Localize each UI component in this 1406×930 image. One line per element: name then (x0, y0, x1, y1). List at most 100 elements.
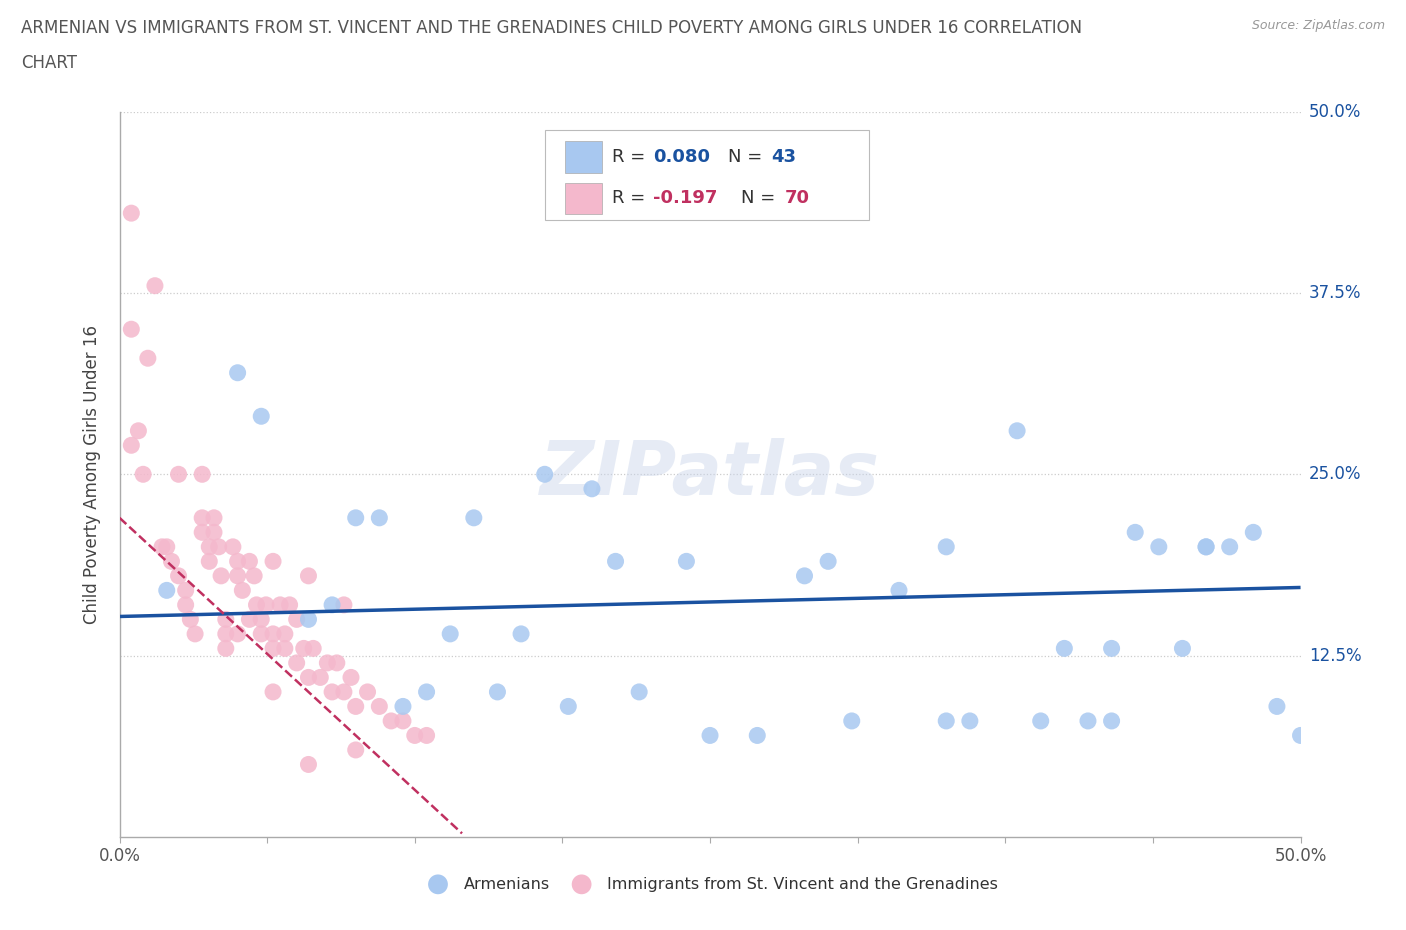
Point (935, 539, 957, 554)
Point (302, 641, 325, 656)
Point (340, 670, 363, 684)
Point (344, 511, 367, 525)
Text: 43: 43 (772, 148, 796, 166)
Point (191, 467, 214, 482)
Point (202, 525, 225, 539)
Legend: Armenians, Immigrants from St. Vincent and the Grenadines: Armenians, Immigrants from St. Vincent a… (416, 870, 1004, 898)
Point (184, 627, 207, 642)
Point (887, 583, 910, 598)
Point (297, 670, 319, 684)
Text: Source: ZipAtlas.com: Source: ZipAtlas.com (1251, 19, 1385, 32)
Point (209, 568, 232, 583)
Point (959, 713, 981, 728)
Point (557, 699, 579, 714)
Point (292, 641, 315, 656)
Point (202, 511, 225, 525)
Point (356, 684, 378, 699)
Point (226, 365, 249, 380)
Point (1029, 713, 1052, 728)
Point (392, 699, 415, 714)
Point (191, 511, 214, 525)
Point (380, 713, 402, 728)
Text: 0.080: 0.080 (654, 148, 710, 166)
Point (174, 597, 197, 612)
Point (747, 728, 769, 743)
Point (120, 206, 142, 220)
Point (581, 482, 603, 497)
Text: R =: R = (612, 190, 651, 207)
Point (245, 597, 267, 612)
Point (333, 597, 356, 612)
Point (250, 409, 273, 424)
Point (215, 612, 238, 627)
Point (285, 656, 308, 671)
Point (120, 438, 142, 453)
Point (160, 554, 183, 569)
Point (344, 699, 367, 714)
Y-axis label: Child Poverty Among Girls Under 16: Child Poverty Among Girls Under 16 (83, 325, 101, 624)
Point (250, 627, 273, 642)
Point (226, 568, 249, 583)
Point (167, 568, 190, 583)
Point (198, 539, 221, 554)
Point (297, 612, 319, 627)
Point (415, 684, 437, 699)
Point (262, 641, 284, 656)
Point (628, 684, 651, 699)
Point (174, 583, 197, 598)
Point (309, 670, 332, 684)
Point (1241, 525, 1264, 539)
Point (699, 728, 721, 743)
Point (231, 583, 253, 598)
Point (262, 684, 284, 699)
Point (143, 278, 166, 293)
Point (793, 568, 815, 583)
Point (269, 597, 291, 612)
Point (935, 713, 957, 728)
Point (226, 554, 249, 569)
Point (321, 684, 343, 699)
Text: R =: R = (612, 148, 651, 166)
Point (238, 554, 260, 569)
Point (605, 554, 627, 569)
Point (1195, 539, 1218, 554)
Text: -0.197: -0.197 (654, 190, 717, 207)
Text: 25.0%: 25.0% (1309, 465, 1361, 484)
Point (156, 539, 179, 554)
Point (1265, 699, 1288, 714)
Point (120, 322, 142, 337)
Point (1219, 539, 1241, 554)
Point (278, 597, 301, 612)
Point (215, 627, 238, 642)
Point (415, 728, 437, 743)
Point (321, 597, 343, 612)
Point (1101, 641, 1123, 656)
Point (316, 656, 339, 671)
Point (326, 656, 349, 671)
Point (274, 641, 297, 656)
Point (132, 467, 155, 482)
Point (222, 539, 245, 554)
Point (333, 684, 356, 699)
Point (250, 612, 273, 627)
Point (439, 627, 461, 642)
Point (198, 554, 221, 569)
Point (238, 612, 260, 627)
Point (215, 641, 238, 656)
Text: 50.0%: 50.0% (1309, 102, 1361, 121)
Point (392, 713, 415, 728)
Point (1123, 525, 1146, 539)
Text: N =: N = (741, 190, 780, 207)
Point (136, 351, 159, 365)
Point (1289, 728, 1312, 743)
Text: ARMENIAN VS IMMIGRANTS FROM ST. VINCENT AND THE GRENADINES CHILD POVERTY AMONG G: ARMENIAN VS IMMIGRANTS FROM ST. VINCENT … (21, 19, 1083, 36)
Point (1195, 539, 1218, 554)
Point (533, 467, 555, 482)
Point (368, 699, 391, 714)
Point (262, 627, 284, 642)
FancyBboxPatch shape (565, 140, 602, 173)
Text: N =: N = (728, 148, 768, 166)
Point (297, 568, 319, 583)
Point (297, 757, 319, 772)
Point (208, 539, 231, 554)
